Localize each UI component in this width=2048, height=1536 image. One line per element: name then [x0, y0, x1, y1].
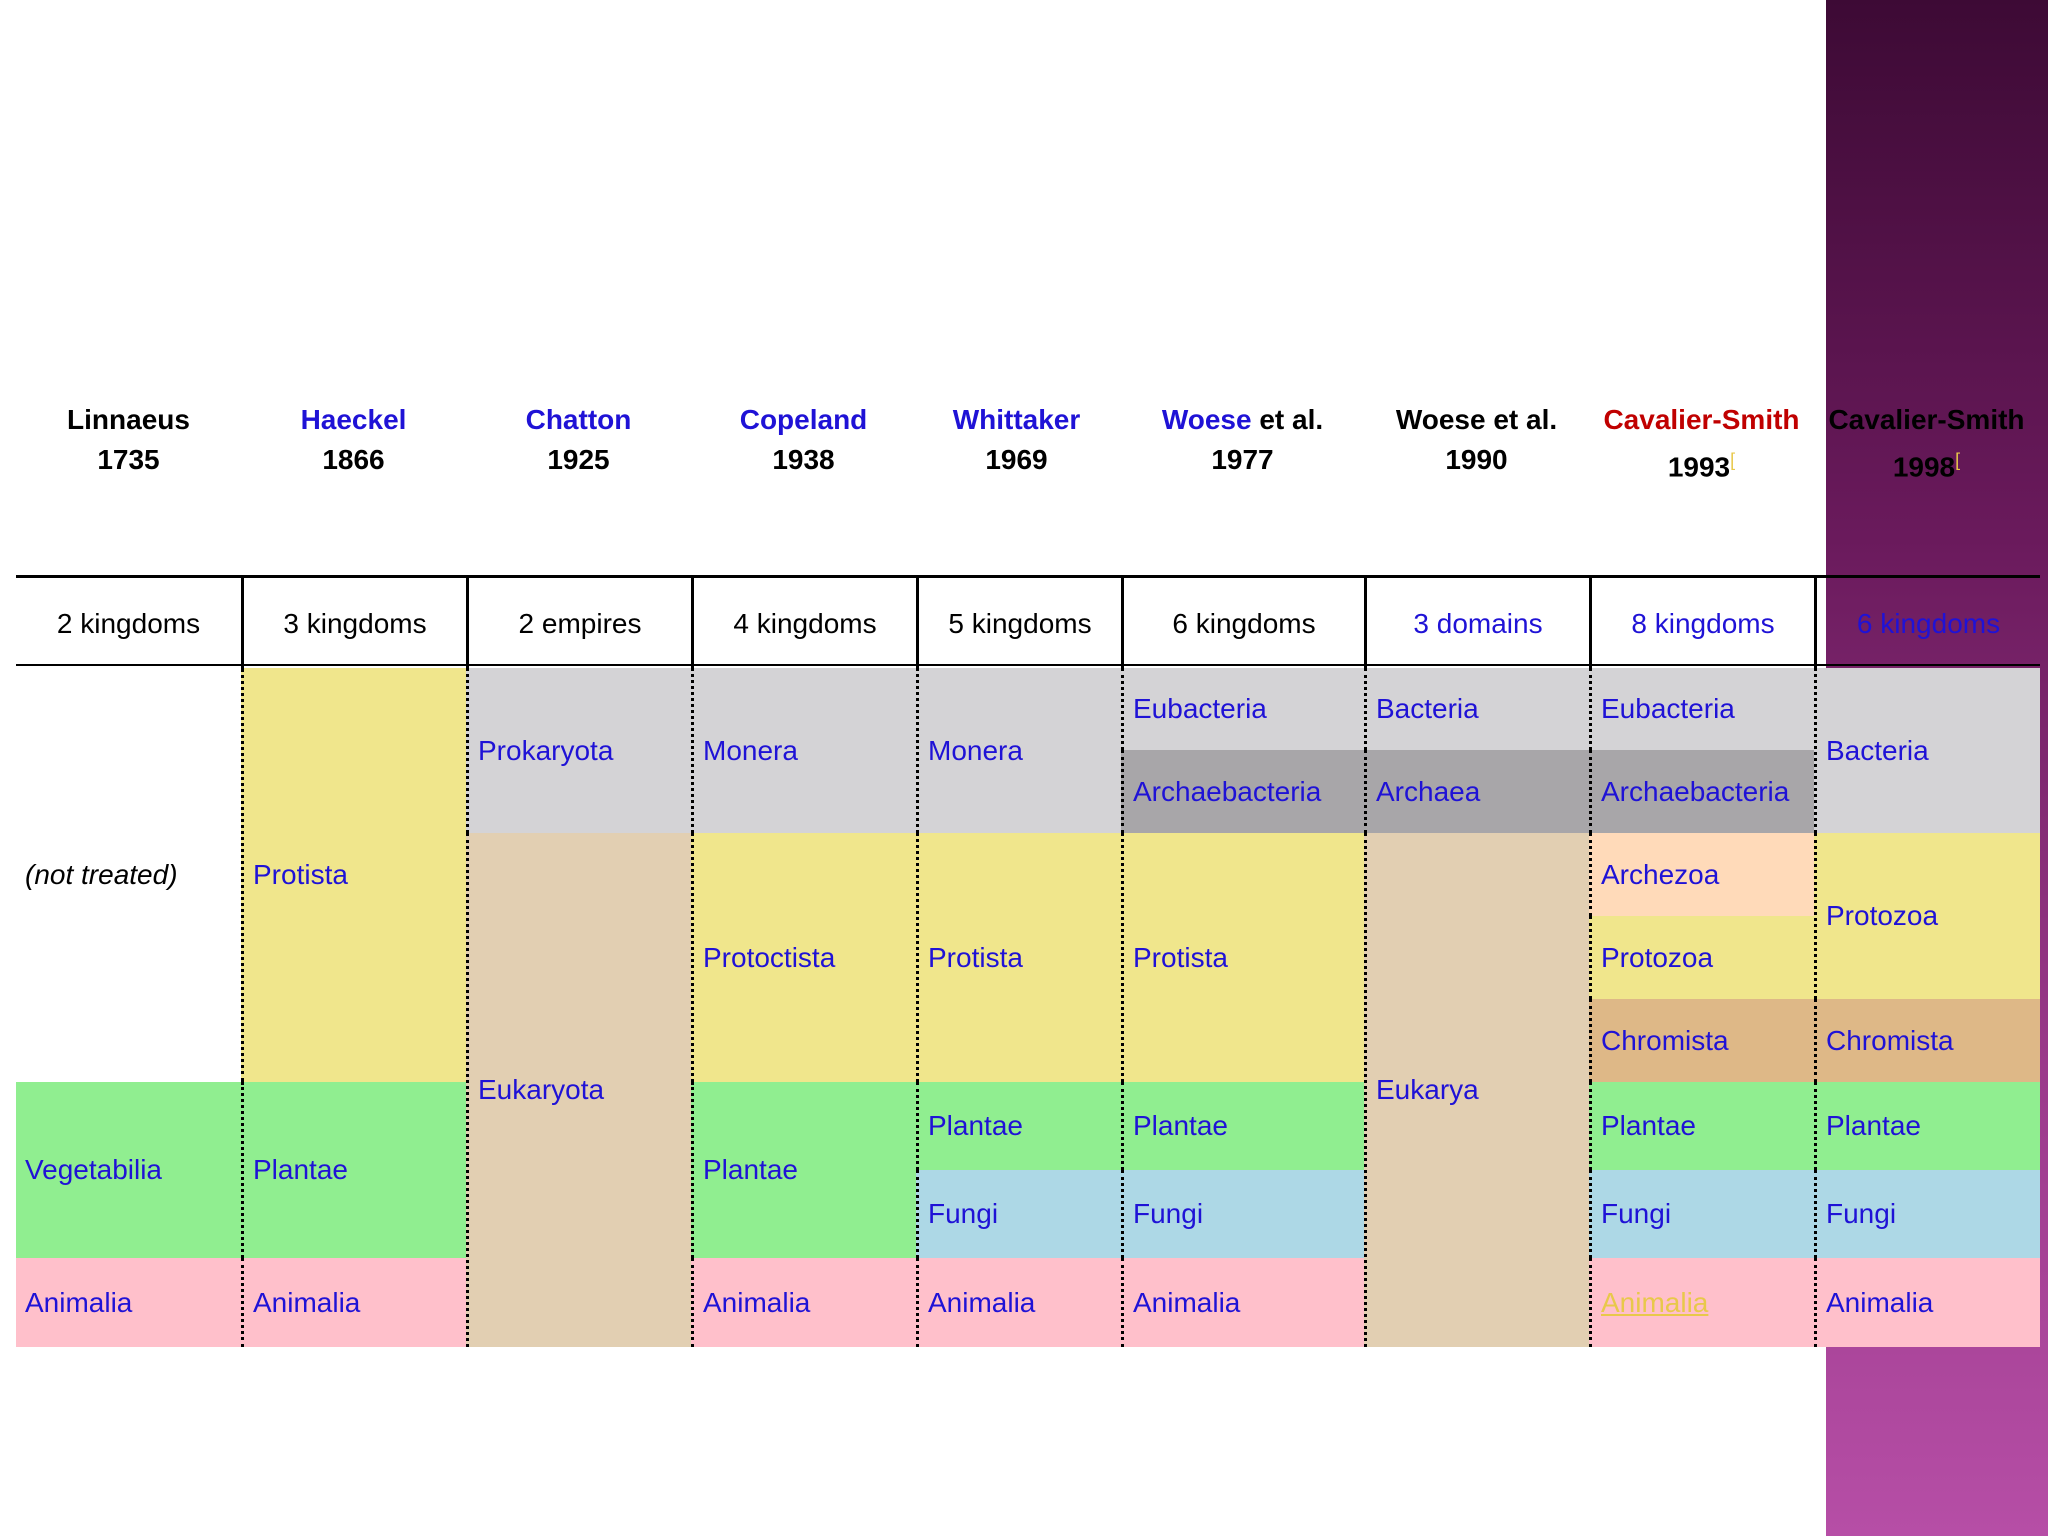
header-name: Copeland: [739, 404, 868, 435]
header-year: 1735: [97, 444, 160, 475]
header-name: Chatton: [525, 404, 632, 435]
cell-archaea: Archaea: [1364, 750, 1589, 833]
cell-animalia: Animalia: [1814, 1258, 2040, 1347]
count-woese-1990: 3 domains: [1364, 578, 1589, 670]
cell-plantae: Plantae: [916, 1082, 1121, 1170]
animalia-link-text[interactable]: Animalia: [1601, 1286, 1709, 1318]
count-woese-1977: 6 kingdoms: [1121, 578, 1364, 670]
header-cavalier-smith-1993: Cavalier-Smith 1993[: [1589, 400, 1814, 487]
header-year: 1977: [1211, 444, 1274, 475]
header-name: Linnaeus: [67, 404, 190, 435]
header-whittaker: Whittaker 1969: [904, 400, 1129, 480]
cell-eukarya: Eukarya: [1364, 833, 1589, 1347]
header-name: Whittaker: [952, 404, 1081, 435]
header-woese-1977: Woese et al. 1977: [1130, 400, 1355, 480]
header-name: Cavalier-Smith: [1603, 404, 1800, 435]
cell-not-treated: (not treated): [16, 668, 241, 1082]
header-year: 1998: [1892, 451, 1956, 483]
cell-animalia: Animalia: [691, 1258, 916, 1347]
cell-protozoa: Protozoa: [1589, 916, 1814, 999]
header-year: 1993: [1667, 451, 1731, 483]
cell-chromista: Chromista: [1589, 999, 1814, 1082]
cell-fungi: Fungi: [916, 1170, 1121, 1258]
count-row: 2 kingdoms 3 kingdoms 2 empires 4 kingdo…: [16, 575, 2040, 670]
cell-animalia: Animalia: [241, 1258, 466, 1347]
cell-plantae: Plantae: [241, 1082, 466, 1258]
cell-monera: Monera: [916, 668, 1121, 833]
header-name: Haeckel: [300, 404, 407, 435]
cell-plantae: Plantae: [691, 1082, 916, 1258]
header-chatton: Chatton 1925: [466, 400, 691, 480]
cell-fungi: Fungi: [1814, 1170, 2040, 1258]
cell-monera: Monera: [691, 668, 916, 833]
cell-fungi: Fungi: [1589, 1170, 1814, 1258]
count-haeckel: 3 kingdoms: [241, 578, 466, 670]
cell-plantae: Plantae: [1589, 1082, 1814, 1170]
cell-eukaryota: Eukaryota: [466, 833, 691, 1347]
footnote-marker[interactable]: [: [1730, 450, 1736, 470]
header-name: Woese: [1161, 404, 1252, 435]
header-year: 1969: [985, 444, 1048, 475]
cell-prokaryota: Prokaryota: [466, 668, 691, 833]
cell-animalia: Animalia: [16, 1258, 241, 1347]
cell-animalia-link[interactable]: Animalia: [1589, 1258, 1814, 1347]
cell-fungi: Fungi: [1121, 1170, 1364, 1258]
cell-protista: Protista: [1121, 833, 1364, 1082]
count-linnaeus: 2 kingdoms: [56, 608, 201, 639]
cell-bacteria: Bacteria: [1364, 668, 1589, 750]
cell-archaebacteria: Archaebacteria: [1589, 750, 1814, 833]
header-year: 1925: [547, 444, 610, 475]
cell-protista: Protista: [241, 668, 466, 1082]
count-cavalier-smith-1993: 8 kingdoms: [1589, 578, 1814, 670]
cell-archaebacteria: Archaebacteria: [1121, 750, 1364, 833]
header-year: 1866: [322, 444, 385, 475]
cell-eubacteria: Eubacteria: [1589, 668, 1814, 750]
header-year: 1990: [1445, 444, 1508, 475]
cell-protista: Protista: [916, 833, 1121, 1082]
count-copeland: 4 kingdoms: [691, 578, 916, 670]
header-year: 1938: [772, 444, 835, 475]
header-copeland: Copeland 1938: [691, 400, 916, 480]
header-linnaeus: Linnaeus 1735: [16, 400, 241, 480]
footnote-marker[interactable]: [: [1955, 450, 1961, 470]
cell-protozoa: Protozoa: [1814, 833, 2040, 999]
cell-animalia: Animalia: [916, 1258, 1121, 1347]
cell-plantae: Plantae: [1814, 1082, 2040, 1170]
cell-eubacteria: Eubacteria: [1121, 668, 1364, 750]
cell-chromista: Chromista: [1814, 999, 2040, 1082]
cell-plantae: Plantae: [1121, 1082, 1364, 1170]
cell-bacteria: Bacteria: [1814, 668, 2040, 833]
cell-animalia: Animalia: [1121, 1258, 1364, 1347]
count-cavalier-smith-1998: 6 kingdoms: [1814, 578, 2040, 670]
header-name-suffix: et al.: [1251, 404, 1324, 435]
header-cavalier-smith-1998: Cavalier-Smith 1998[: [1814, 400, 2039, 487]
header-woese-1990: Woese et al. 1990: [1364, 400, 1589, 480]
header-name: Woese et al.: [1395, 404, 1558, 435]
cell-protoctista: Protoctista: [691, 833, 916, 1082]
count-chatton: 2 empires: [466, 578, 691, 670]
cell-vegetabilia: Vegetabilia: [16, 1082, 241, 1258]
header-name: Cavalier-Smith: [1828, 404, 2025, 435]
header-haeckel: Haeckel 1866: [241, 400, 466, 480]
count-whittaker: 5 kingdoms: [916, 578, 1121, 670]
cell-archezoa: Archezoa: [1589, 833, 1814, 916]
